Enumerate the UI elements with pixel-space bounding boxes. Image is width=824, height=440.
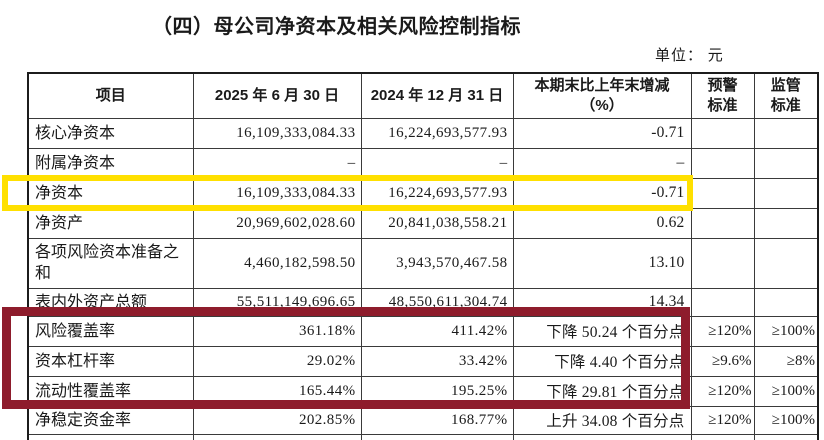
cell-2025-06-30: 16,109,333,084.33 xyxy=(192,117,362,149)
cell-item: 各项风险资本准备之和 xyxy=(27,237,194,289)
header-regulatory-line1: 监管 xyxy=(770,76,801,94)
table-row: 核心净资本 16,109,333,084.33 16,224,693,577.93-… xyxy=(27,117,819,149)
cell-2024-12-31: 33.42% xyxy=(360,345,514,377)
cell-warning-standard xyxy=(690,433,755,440)
cell-regulatory-standard xyxy=(753,433,819,440)
cell-warning-standard: ≥120% xyxy=(690,375,755,407)
cell-2025-06-30: 16,109,333,084.33 xyxy=(192,177,362,209)
unit-label: 单位： 元 xyxy=(655,48,724,64)
cell-regulatory-standard: ≥100% xyxy=(753,405,819,435)
cell-warning-standard xyxy=(690,177,755,209)
cell-regulatory-standard xyxy=(753,147,819,179)
table-body: 核心净资本 16,109,333,084.33 16,224,693,577.93-… xyxy=(27,117,819,440)
cell-2024-12-31: 411.42% xyxy=(360,315,514,347)
table-row: 流动性覆盖率 165.44% 195.25% 下降 29.81 个百分点 ≥120% ≥1… xyxy=(27,375,819,407)
header-2024-12-31: 2024 年 12 月 31 日 xyxy=(360,72,514,119)
cell-2025-06-30: 202.85% xyxy=(192,405,362,435)
table-row: 净资产 20,969,602,028.60 20,841,038,558.21 0.6… xyxy=(27,207,819,239)
cell-item: 风险覆盖率 xyxy=(27,315,194,347)
cell-2025-06-30: 361.18% xyxy=(192,315,362,347)
cell-change: 下降 29.81 个百分点 xyxy=(512,375,692,407)
cell-regulatory-standard: ≥8% xyxy=(753,345,819,377)
cell-2024-12-31: 20,841,038,558.21 xyxy=(360,207,514,239)
cell-item: 净资本 xyxy=(27,177,194,209)
cell-item xyxy=(27,433,194,440)
header-item-label: 项目 xyxy=(95,86,126,104)
cell-2024-12-31: 195.25% xyxy=(360,375,514,407)
cell-2025-06-30: 29.02% xyxy=(192,345,362,377)
cell-2024-12-31: 48,550,611,304.74 xyxy=(360,287,514,317)
cell-item: 净资产 xyxy=(27,207,194,239)
header-2024-label: 2024 年 12 月 31 日 xyxy=(370,86,504,104)
cell-regulatory-standard xyxy=(753,117,819,149)
cell-warning-standard xyxy=(690,237,755,289)
cell-warning-standard xyxy=(690,207,755,239)
table-row: 资本杠杆率 29.02% 33.42% 下降 4.40 个百分点 ≥9.6% ≥8% xyxy=(27,345,819,377)
table-row: 附属净资本 – – – xyxy=(27,147,819,179)
cell-regulatory-standard xyxy=(753,237,819,289)
header-change-line2: （%） xyxy=(580,96,624,114)
cell-change: 下降 50.24 个百分点 xyxy=(512,315,692,347)
table-row: 各项风险资本准备之和 4,460,182,598.50 3,943,570,467.… xyxy=(27,237,819,289)
cell-item: 净稳定资金率 xyxy=(27,405,194,435)
cell-2024-12-31: – xyxy=(360,147,514,179)
header-2025-label: 2025 年 6 月 30 日 xyxy=(214,86,340,104)
table-header: 项目 2025 年 6 月 30 日 2024 年 12 月 31 日 本期末比… xyxy=(27,72,819,119)
cell-change: -0.71 xyxy=(512,177,692,209)
header-item: 项目 xyxy=(27,72,194,119)
cell-change: – xyxy=(512,147,692,179)
cell-change: 13.10 xyxy=(512,237,692,289)
header-change: 本期末比上年末增减 （%） xyxy=(512,72,692,119)
cell-2024-12-31: 3,943,570,467.58 xyxy=(360,237,514,289)
cell-change: -0.71 xyxy=(512,117,692,149)
cell-change: 14.34 xyxy=(512,287,692,317)
header-regulatory-line2: 标准 xyxy=(770,96,801,114)
cell-warning-standard: ≥120% xyxy=(690,405,755,435)
header-row: 项目 2025 年 6 月 30 日 2024 年 12 月 31 日 本期末比… xyxy=(27,72,819,119)
cell-change: 上升 34.08 个百分点 xyxy=(512,405,692,435)
cell-change: 下降 4.40 个百分点 xyxy=(512,345,692,377)
table-row-partial xyxy=(27,433,819,440)
header-warning-line2: 标准 xyxy=(707,96,738,114)
cell-item: 流动性覆盖率 xyxy=(27,375,194,407)
cell-item: 核心净资本 xyxy=(27,117,194,149)
header-2025-06-30: 2025 年 6 月 30 日 xyxy=(192,72,362,119)
cell-item: 表内外资产总额 xyxy=(27,287,194,317)
cell-item: 附属净资本 xyxy=(27,147,194,179)
header-warning-line1: 预警 xyxy=(707,76,738,94)
cell-2025-06-30: 4,460,182,598.50 xyxy=(192,237,362,289)
cell-warning-standard: ≥9.6% xyxy=(690,345,755,377)
table-row: 风险覆盖率 361.18% 411.42% 下降 50.24 个百分点 ≥120% ≥10… xyxy=(27,315,819,347)
cell-2024-12-31: 16,224,693,577.93 xyxy=(360,117,514,149)
cell-regulatory-standard: ≥100% xyxy=(753,315,819,347)
cell-2024-12-31 xyxy=(360,433,514,440)
table-row: 净资本 16,109,333,084.33 16,224,693,577.93 -0.… xyxy=(27,177,819,209)
cell-warning-standard xyxy=(690,287,755,317)
cell-2024-12-31: 16,224,693,577.93 xyxy=(360,177,514,209)
cell-regulatory-standard xyxy=(753,287,819,317)
table-row: 表内外资产总额 55,511,149,696.65 48,550,611,304.7… xyxy=(27,287,819,317)
cell-warning-standard xyxy=(690,147,755,179)
cell-change: 0.62 xyxy=(512,207,692,239)
cell-2025-06-30: 55,511,149,696.65 xyxy=(192,287,362,317)
cell-item: 资本杠杆率 xyxy=(27,345,194,377)
cell-2025-06-30 xyxy=(192,433,362,440)
cell-change xyxy=(512,433,692,440)
cell-2024-12-31: 168.77% xyxy=(360,405,514,435)
cell-regulatory-standard: ≥100% xyxy=(753,375,819,407)
header-warning-standard: 预警 标准 xyxy=(690,72,755,119)
cell-warning-standard: ≥120% xyxy=(690,315,755,347)
table-row: 净稳定资金率 202.85% 168.77% 上升 34.08 个百分点 ≥120% ≥1… xyxy=(27,405,819,435)
header-change-line1: 本期末比上年末增减 xyxy=(534,76,670,94)
net-capital-table: 项目 2025 年 6 月 30 日 2024 年 12 月 31 日 本期末比… xyxy=(27,72,819,440)
cell-2025-06-30: 165.44% xyxy=(192,375,362,407)
cell-2025-06-30: – xyxy=(192,147,362,179)
cell-2025-06-30: 20,969,602,028.60 xyxy=(192,207,362,239)
cell-warning-standard xyxy=(690,117,755,149)
cell-regulatory-standard xyxy=(753,177,819,209)
section-title: （四）母公司净资本及相关风险控制指标 xyxy=(152,16,521,38)
header-regulatory-standard: 监管 标准 xyxy=(753,72,819,119)
cell-regulatory-standard xyxy=(753,207,819,239)
